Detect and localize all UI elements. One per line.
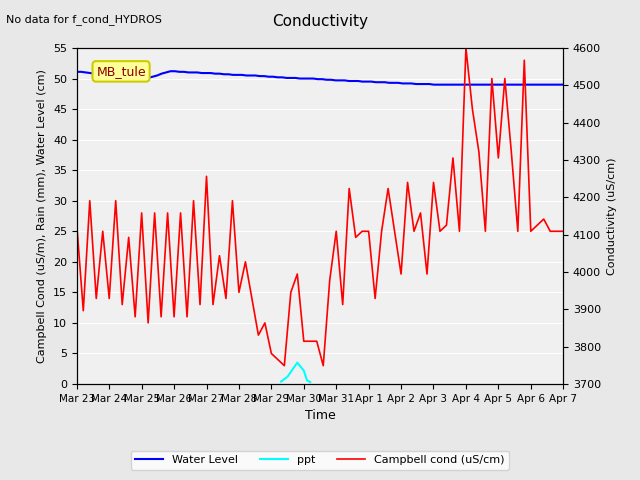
Water Level — [555, 82, 563, 87]
Water Level — [559, 82, 567, 87]
Text: MB_tule: MB_tule — [96, 65, 146, 78]
Campbell cond (uS/cm) — [391, 228, 399, 234]
Campbell cond (uS/cm) — [73, 222, 81, 228]
Campbell cond (uS/cm) — [462, 45, 470, 51]
Campbell cond (uS/cm) — [332, 228, 340, 234]
Legend: Water Level, ppt, Campbell cond (uS/cm): Water Level, ppt, Campbell cond (uS/cm) — [131, 451, 509, 469]
Water Level — [220, 72, 228, 77]
Campbell cond (uS/cm) — [404, 180, 412, 185]
Water Level — [314, 76, 322, 82]
Water Level — [421, 81, 429, 87]
Campbell cond (uS/cm) — [280, 363, 288, 369]
ppt — [300, 368, 308, 373]
Y-axis label: Conductivity (uS/cm): Conductivity (uS/cm) — [607, 157, 617, 275]
Water Level — [537, 82, 545, 87]
Line: Water Level: Water Level — [77, 71, 563, 84]
Text: No data for f_cond_HYDROS: No data for f_cond_HYDROS — [6, 14, 163, 25]
ppt — [284, 374, 291, 380]
ppt — [294, 360, 301, 365]
Water Level — [301, 76, 308, 82]
Campbell cond (uS/cm) — [241, 259, 249, 264]
ppt — [307, 379, 314, 385]
Y-axis label: Campbell Cond (uS/m), Rain (mm), Water Level (cm): Campbell Cond (uS/m), Rain (mm), Water L… — [37, 69, 47, 363]
ppt — [303, 377, 311, 383]
Water Level — [166, 68, 174, 74]
ppt — [277, 379, 285, 384]
Water Level — [430, 82, 438, 87]
Water Level — [73, 69, 81, 75]
Text: Conductivity: Conductivity — [272, 14, 368, 29]
Campbell cond (uS/cm) — [475, 149, 483, 155]
Campbell cond (uS/cm) — [559, 228, 567, 234]
Campbell cond (uS/cm) — [118, 302, 126, 308]
X-axis label: Time: Time — [305, 409, 335, 422]
Line: Campbell cond (uS/cm): Campbell cond (uS/cm) — [77, 48, 563, 366]
Line: ppt: ppt — [281, 362, 310, 382]
